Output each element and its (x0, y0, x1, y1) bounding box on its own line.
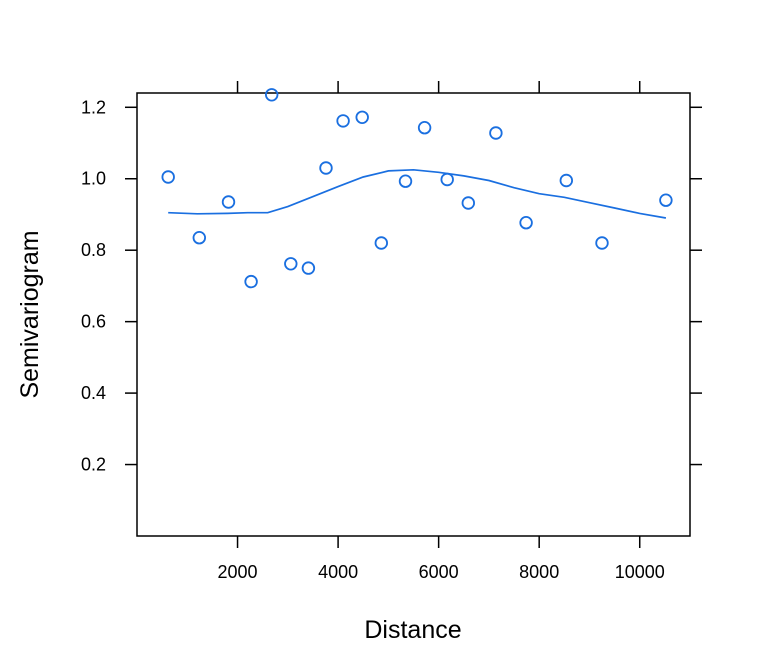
data-point (417, 120, 432, 135)
data-point (595, 236, 609, 250)
axis-ticks (125, 81, 702, 548)
data-point (319, 161, 333, 175)
y-tick-label: 0.8 (81, 240, 106, 260)
plot-panel (136, 92, 691, 537)
data-point (559, 173, 574, 188)
data-point (301, 261, 316, 275)
x-tick-label: 4000 (318, 562, 358, 582)
data-point (221, 195, 236, 209)
x-axis-label: Distance (364, 616, 461, 644)
y-tick-label: 1.2 (81, 97, 106, 117)
y-axis-label: Semivariogram (16, 230, 44, 398)
data-point (398, 174, 413, 188)
tick-labels: 2000 4000 6000 8000 10000 0.2 0.4 0.6 0.8 1.0 1.2 (81, 97, 665, 582)
y-tick-label: 1.0 (81, 169, 106, 189)
data-point (244, 274, 258, 289)
x-tick-label: 10000 (615, 562, 665, 582)
y-tick-label: 0.2 (81, 455, 106, 475)
data-point (374, 236, 389, 250)
data-point (265, 88, 279, 102)
smoother-layer (168, 168, 667, 219)
points-layer (161, 88, 673, 289)
data-point (659, 193, 673, 207)
data-point (440, 172, 454, 187)
x-tick-label: 6000 (419, 562, 459, 582)
data-point (336, 114, 350, 128)
x-tick-label: 8000 (519, 562, 559, 582)
data-point (461, 196, 476, 210)
data-point (161, 170, 175, 184)
y-tick-label: 0.6 (81, 312, 106, 332)
data-point (519, 215, 533, 230)
data-point (192, 230, 207, 245)
smoother-line (168, 168, 667, 219)
x-tick-label: 2000 (218, 562, 258, 582)
data-point (284, 257, 298, 271)
data-point (489, 126, 503, 140)
data-point (355, 110, 369, 125)
y-tick-label: 0.4 (81, 383, 106, 403)
